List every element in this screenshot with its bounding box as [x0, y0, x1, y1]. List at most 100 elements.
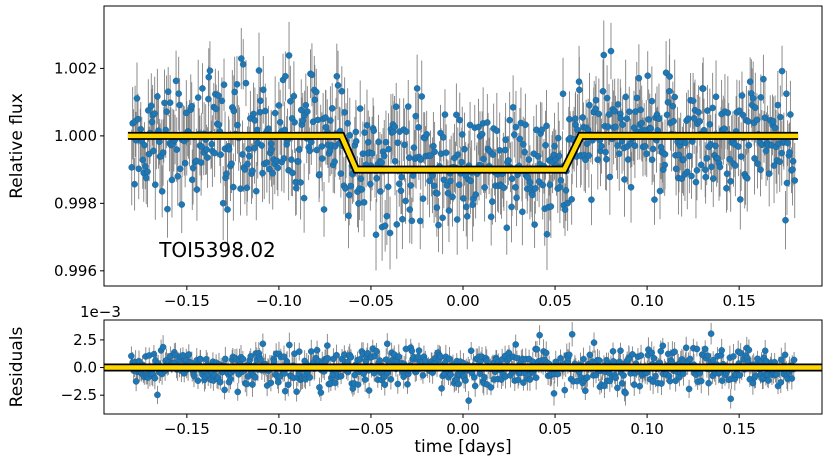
data-point [403, 128, 410, 135]
data-point [761, 347, 769, 355]
data-point [435, 221, 442, 229]
data-point [538, 126, 546, 134]
data-point [258, 142, 266, 149]
data-point [693, 167, 701, 174]
x-axis-label: time [days] [414, 437, 511, 457]
data-point [395, 353, 403, 360]
data-point [770, 162, 778, 169]
data-point [480, 155, 487, 163]
data-point [193, 186, 201, 193]
data-point [643, 150, 651, 158]
data-point [215, 92, 222, 99]
data-point [255, 67, 263, 74]
data-point [197, 159, 205, 166]
data-point [630, 381, 638, 388]
data-point [433, 204, 441, 211]
data-point [144, 168, 151, 175]
x-tick-label: 0.00 [446, 420, 479, 438]
data-point [744, 118, 752, 125]
data-point [625, 108, 633, 116]
data-point [257, 97, 264, 105]
data-point [637, 106, 644, 114]
data-point [735, 107, 743, 114]
data-point [631, 142, 639, 150]
data-point [703, 155, 711, 162]
data-point [431, 148, 438, 156]
data-point [460, 195, 467, 202]
data-point [368, 150, 376, 157]
data-point [465, 397, 472, 404]
data-point [455, 380, 462, 388]
data-point [721, 125, 728, 133]
data-point [276, 118, 284, 126]
data-point [352, 138, 360, 145]
data-point [695, 108, 702, 116]
data-point [525, 156, 533, 163]
data-point [331, 379, 339, 387]
data-point [503, 224, 511, 232]
data-point [543, 230, 551, 238]
data-point [354, 381, 362, 388]
x-tick-label: 0.15 [722, 420, 755, 438]
data-point [704, 107, 711, 114]
data-point [241, 166, 249, 173]
data-point [603, 155, 610, 163]
data-point [251, 144, 258, 152]
data-point [723, 170, 731, 178]
data-point [554, 134, 562, 142]
x-tick-label: 0.10 [630, 292, 663, 310]
data-point [602, 148, 609, 156]
data-point [489, 198, 496, 205]
data-point [546, 181, 554, 189]
data-point [217, 151, 224, 158]
light-curve-plot-area [127, 20, 799, 271]
data-point [661, 161, 669, 169]
data-point [306, 374, 314, 381]
light-curve-y-ticks: 0.996 0.998 1.000 1.002 [54, 59, 104, 280]
data-point [245, 145, 253, 153]
data-point [284, 381, 292, 389]
data-point [636, 382, 644, 390]
data-point [502, 136, 509, 144]
data-point [418, 93, 426, 100]
light-curve-panel: −0.15 −0.10 −0.05 0.00 0.05 0.10 0.15 0.9960.9… [7, 5, 823, 310]
data-point [311, 96, 319, 104]
data-point [778, 356, 785, 364]
data-point [259, 340, 267, 348]
data-point [718, 377, 726, 384]
data-point [456, 116, 464, 124]
data-point [404, 381, 411, 388]
data-point [709, 175, 717, 182]
data-point [346, 131, 354, 139]
data-point [559, 90, 567, 98]
data-point [361, 376, 369, 383]
data-point [234, 388, 242, 396]
data-point [606, 173, 614, 181]
data-point [256, 108, 264, 116]
data-point [197, 355, 204, 363]
data-point [289, 169, 296, 177]
data-point [666, 377, 674, 385]
data-point [267, 140, 275, 147]
data-point [764, 377, 772, 384]
data-point [158, 188, 166, 195]
data-point [604, 123, 612, 131]
data-point [737, 196, 744, 203]
data-point [736, 372, 743, 379]
data-point [426, 177, 433, 185]
data-point [586, 101, 593, 109]
data-point [234, 121, 241, 129]
data-point [300, 194, 308, 202]
data-point [745, 346, 753, 354]
data-point [181, 159, 189, 167]
data-point [470, 374, 478, 381]
data-point [271, 109, 279, 117]
data-point [622, 93, 629, 101]
data-point [147, 102, 155, 110]
data-point [328, 105, 336, 112]
data-point [778, 149, 785, 157]
data-point [594, 156, 602, 163]
data-point [275, 378, 282, 386]
data-point [386, 229, 394, 237]
data-point [295, 146, 303, 153]
